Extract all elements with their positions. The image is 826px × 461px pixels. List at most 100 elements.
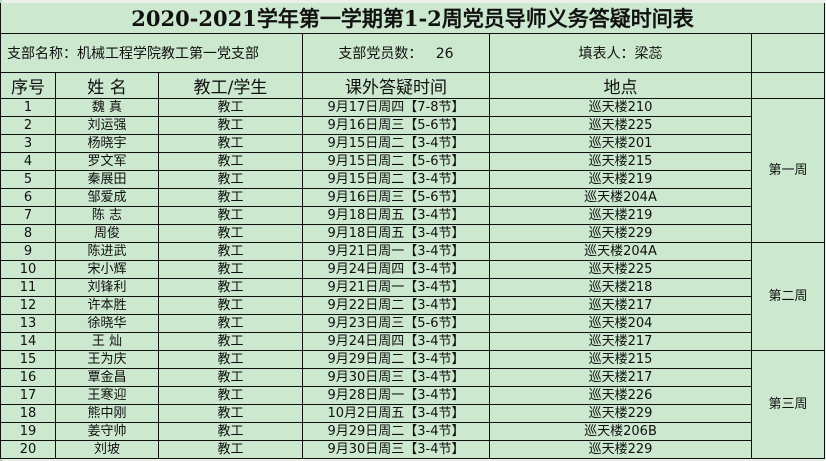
role-cell[interactable]: 教工 — [158, 134, 303, 153]
time-cell[interactable]: 9月21日周一【3-4节】 — [302, 278, 490, 297]
time-cell[interactable]: 9月22日周二【3-4节】 — [302, 296, 490, 315]
name-cell[interactable]: 刘运强 — [55, 116, 159, 135]
index-cell[interactable]: 6 — [0, 188, 56, 207]
name-cell[interactable]: 罗文军 — [55, 152, 159, 171]
time-cell[interactable]: 9月30日周三【3-4节】 — [302, 440, 490, 459]
role-cell[interactable]: 教工 — [158, 296, 303, 315]
header-time[interactable]: 课外答疑时间 — [302, 72, 490, 99]
week-cell[interactable]: 第三周 — [750, 350, 826, 459]
time-cell[interactable]: 9月29日周二【3-4节】 — [302, 422, 490, 441]
header-index[interactable]: 序号 — [0, 72, 56, 99]
name-cell[interactable]: 覃金昌 — [55, 368, 159, 387]
empty-cell[interactable] — [750, 33, 826, 73]
location-cell[interactable]: 巡天楼215 — [489, 350, 752, 369]
role-cell[interactable]: 教工 — [158, 314, 303, 333]
time-cell[interactable]: 9月30日周三【3-4节】 — [302, 368, 490, 387]
location-cell[interactable]: 巡天楼225 — [489, 116, 752, 135]
name-cell[interactable]: 刘锋利 — [55, 278, 159, 297]
time-cell[interactable]: 9月29日周二【3-4节】 — [302, 350, 490, 369]
index-cell[interactable]: 19 — [0, 422, 56, 441]
header-week[interactable] — [750, 72, 826, 99]
name-cell[interactable]: 宋小辉 — [55, 260, 159, 279]
location-cell[interactable]: 巡天楼217 — [489, 332, 752, 351]
time-cell[interactable]: 9月24日周四【3-4节】 — [302, 332, 490, 351]
role-cell[interactable]: 教工 — [158, 404, 303, 423]
name-cell[interactable]: 周俊 — [55, 224, 159, 243]
index-cell[interactable]: 10 — [0, 260, 56, 279]
role-cell[interactable]: 教工 — [158, 386, 303, 405]
index-cell[interactable]: 3 — [0, 134, 56, 153]
index-cell[interactable]: 9 — [0, 242, 56, 261]
table-title[interactable]: 2020-2021学年第一学期第1-2周党员导师义务答疑时间表 — [0, 3, 826, 34]
time-cell[interactable]: 9月15日周二【3-4节】 — [302, 134, 490, 153]
time-cell[interactable]: 9月16日周三【5-6节】 — [302, 116, 490, 135]
time-cell[interactable]: 9月18日周五【3-4节】 — [302, 206, 490, 225]
name-cell[interactable]: 许本胜 — [55, 296, 159, 315]
role-cell[interactable]: 教工 — [158, 98, 303, 117]
location-cell[interactable]: 巡天楼229 — [489, 404, 752, 423]
index-cell[interactable]: 2 — [0, 116, 56, 135]
branch-name-cell[interactable]: 支部名称：机械工程学院教工第一党支部 — [0, 33, 303, 73]
time-cell[interactable]: 9月16日周三【5-6节】 — [302, 188, 490, 207]
location-cell[interactable]: 巡天楼226 — [489, 386, 752, 405]
role-cell[interactable]: 教工 — [158, 224, 303, 243]
role-cell[interactable]: 教工 — [158, 260, 303, 279]
role-cell[interactable]: 教工 — [158, 188, 303, 207]
role-cell[interactable]: 教工 — [158, 350, 303, 369]
time-cell[interactable]: 9月21日周一【3-4节】 — [302, 242, 490, 261]
time-cell[interactable]: 9月23日周三【5-6节】 — [302, 314, 490, 333]
header-role[interactable]: 教工/学生 — [158, 72, 303, 99]
name-cell[interactable]: 魏 真 — [55, 98, 159, 117]
index-cell[interactable]: 20 — [0, 440, 56, 459]
time-cell[interactable]: 9月28日周一【3-4节】 — [302, 386, 490, 405]
role-cell[interactable]: 教工 — [158, 332, 303, 351]
location-cell[interactable]: 巡天楼229 — [489, 224, 752, 243]
time-cell[interactable]: 9月17日周四【7-8节】 — [302, 98, 490, 117]
index-cell[interactable]: 1 — [0, 98, 56, 117]
name-cell[interactable]: 秦展田 — [55, 170, 159, 189]
name-cell[interactable]: 杨晓宇 — [55, 134, 159, 153]
time-cell[interactable]: 9月24日周四【3-4节】 — [302, 260, 490, 279]
time-cell[interactable]: 9月18日周五【3-4节】 — [302, 224, 490, 243]
location-cell[interactable]: 巡天楼219 — [489, 206, 752, 225]
location-cell[interactable]: 巡天楼204 — [489, 314, 752, 333]
time-cell[interactable]: 9月15日周二【3-4节】 — [302, 170, 490, 189]
index-cell[interactable]: 12 — [0, 296, 56, 315]
location-cell[interactable]: 巡天楼204A — [489, 188, 752, 207]
role-cell[interactable]: 教工 — [158, 152, 303, 171]
name-cell[interactable]: 陈 志 — [55, 206, 159, 225]
location-cell[interactable]: 巡天楼204A — [489, 242, 752, 261]
header-location[interactable]: 地点 — [489, 72, 752, 99]
index-cell[interactable]: 18 — [0, 404, 56, 423]
time-cell[interactable]: 9月15日周二【5-6节】 — [302, 152, 490, 171]
index-cell[interactable]: 7 — [0, 206, 56, 225]
role-cell[interactable]: 教工 — [158, 278, 303, 297]
filler-cell[interactable]: 填表人：梁蕊 — [489, 33, 752, 73]
role-cell[interactable]: 教工 — [158, 440, 303, 459]
name-cell[interactable]: 姜守帅 — [55, 422, 159, 441]
location-cell[interactable]: 巡天楼210 — [489, 98, 752, 117]
name-cell[interactable]: 王寒迎 — [55, 386, 159, 405]
index-cell[interactable]: 4 — [0, 152, 56, 171]
role-cell[interactable]: 教工 — [158, 170, 303, 189]
name-cell[interactable]: 邹爱成 — [55, 188, 159, 207]
location-cell[interactable]: 巡天楼201 — [489, 134, 752, 153]
week-cell[interactable]: 第二周 — [750, 242, 826, 351]
week-cell[interactable]: 第一周 — [750, 98, 826, 243]
location-cell[interactable]: 巡天楼217 — [489, 296, 752, 315]
name-cell[interactable]: 熊中刚 — [55, 404, 159, 423]
location-cell[interactable]: 巡天楼206B — [489, 422, 752, 441]
role-cell[interactable]: 教工 — [158, 368, 303, 387]
role-cell[interactable]: 教工 — [158, 206, 303, 225]
index-cell[interactable]: 16 — [0, 368, 56, 387]
index-cell[interactable]: 5 — [0, 170, 56, 189]
location-cell[interactable]: 巡天楼217 — [489, 368, 752, 387]
location-cell[interactable]: 巡天楼218 — [489, 278, 752, 297]
role-cell[interactable]: 教工 — [158, 422, 303, 441]
index-cell[interactable]: 13 — [0, 314, 56, 333]
name-cell[interactable]: 刘坡 — [55, 440, 159, 459]
location-cell[interactable]: 巡天楼219 — [489, 170, 752, 189]
role-cell[interactable]: 教工 — [158, 242, 303, 261]
index-cell[interactable]: 8 — [0, 224, 56, 243]
name-cell[interactable]: 陈进武 — [55, 242, 159, 261]
